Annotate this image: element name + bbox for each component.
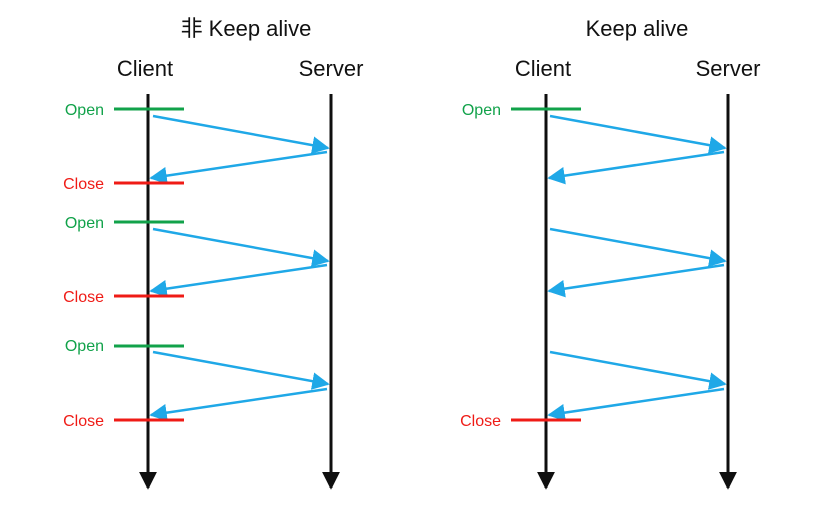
non-keep-alive-title: 非 Keep alive: [181, 16, 312, 41]
non-keep-alive-server-label: Server: [299, 56, 364, 81]
keep-alive-diagram: Keep alive Client Server Open Close: [460, 16, 761, 490]
keep-alive-request-arrow-3: [549, 350, 727, 390]
keep-alive-title: Keep alive: [586, 16, 689, 41]
non-keep-alive-request-arrow-1: [152, 114, 330, 154]
keep-alive-response-arrow-1: [547, 150, 725, 185]
keep-alive-request-arrow-2: [549, 227, 727, 267]
non-keep-alive-diagram: 非 Keep alive Client Server Open Close Op…: [63, 16, 364, 490]
non-keep-alive-response-arrow-2: [149, 263, 328, 298]
non-keep-alive-close-label-1: Close: [63, 176, 104, 193]
non-keep-alive-close-label-3: Close: [63, 413, 104, 430]
keep-alive-close-label: Close: [460, 413, 501, 430]
non-keep-alive-response-arrow-3: [149, 387, 328, 422]
keep-alive-response-arrow-2: [547, 263, 725, 298]
non-keep-alive-client-label: Client: [117, 56, 173, 81]
non-keep-alive-open-label-2: Open: [65, 215, 104, 232]
non-keep-alive-open-label-3: Open: [65, 338, 104, 355]
non-keep-alive-close-label-2: Close: [63, 289, 104, 306]
non-keep-alive-response-arrow-1: [149, 150, 328, 185]
non-keep-alive-open-label-1: Open: [65, 102, 104, 119]
keep-alive-server-label: Server: [696, 56, 761, 81]
keep-alive-request-arrow-1: [549, 114, 727, 154]
keep-alive-response-arrow-3: [547, 387, 725, 422]
non-keep-alive-request-arrow-3: [152, 350, 330, 390]
keep-alive-client-label: Client: [515, 56, 571, 81]
keep-alive-open-label: Open: [462, 102, 501, 119]
non-keep-alive-request-arrow-2: [152, 227, 330, 267]
